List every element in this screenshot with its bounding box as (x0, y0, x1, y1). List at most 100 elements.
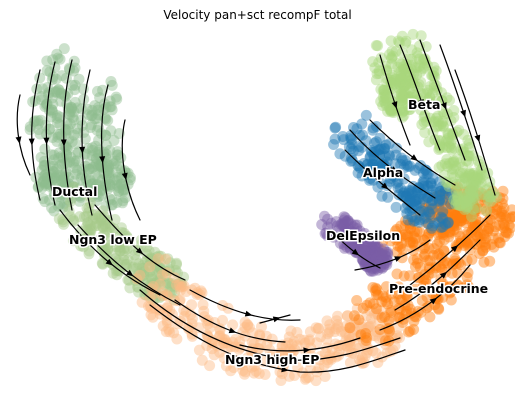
cell-point (392, 61, 404, 73)
cell-point (446, 204, 458, 215)
cell-point (186, 299, 198, 311)
cell-point (113, 186, 125, 197)
cell-point (339, 212, 351, 224)
cell-point (90, 140, 101, 152)
cell-point (364, 297, 376, 309)
cell-point (499, 231, 511, 243)
cell-point (83, 163, 95, 175)
cell-point (338, 227, 350, 239)
cell-point (443, 226, 455, 238)
cell-point (468, 175, 479, 187)
cell-point (414, 261, 426, 273)
cell-point (458, 129, 470, 140)
cell-point (39, 169, 51, 181)
cell-point (395, 76, 407, 88)
cell-point (113, 185, 125, 197)
cell-point (51, 85, 63, 97)
cell-point (409, 226, 421, 238)
cell-point (332, 310, 343, 322)
cell-point (368, 150, 380, 162)
cell-point (92, 179, 104, 191)
cell-point (110, 241, 122, 253)
cell-point (37, 176, 49, 188)
cell-point (356, 231, 368, 243)
cell-point (449, 255, 461, 267)
cell-point (382, 246, 393, 258)
cell-point (40, 177, 52, 189)
cell-point (343, 330, 355, 342)
cell-point (462, 239, 473, 251)
cell-point (121, 243, 133, 255)
cell-point (416, 186, 428, 198)
cell-point (371, 308, 383, 320)
cell-point (437, 229, 449, 241)
cell-point (115, 236, 127, 248)
cell-point (351, 219, 363, 231)
cell-point (370, 326, 382, 338)
cell-point (110, 91, 122, 103)
cell-point (67, 157, 79, 169)
cell-point (398, 63, 410, 75)
cell-point (163, 263, 175, 275)
cell-point (85, 119, 97, 131)
cell-point (372, 241, 384, 253)
cell-point (357, 234, 368, 246)
cell-point (398, 270, 410, 282)
cell-point (461, 202, 472, 214)
cell-point (360, 331, 371, 342)
cell-point (376, 312, 388, 324)
cell-point (65, 151, 77, 163)
cell-point (438, 207, 450, 219)
cell-point (162, 291, 174, 303)
cell-point (402, 299, 414, 311)
cell-point (465, 195, 477, 207)
cell-point (68, 106, 80, 118)
cell-point (51, 48, 63, 60)
cell-point (39, 196, 51, 208)
cell-point (460, 217, 471, 229)
cell-point (266, 333, 278, 345)
cell-point (374, 132, 386, 144)
cell-point (474, 216, 486, 228)
cell-point (75, 240, 87, 252)
cell-point (373, 144, 385, 156)
cell-point (358, 241, 370, 253)
cell-point (366, 244, 378, 256)
cell-point (319, 371, 331, 382)
cell-point (389, 78, 401, 90)
cell-point (446, 207, 458, 219)
cell-point (463, 150, 474, 162)
velocity-streamline (16, 94, 31, 176)
cell-point (356, 352, 368, 364)
cell-point (468, 203, 479, 215)
cell-point (366, 158, 378, 170)
cell-point (439, 188, 451, 200)
cell-point (100, 244, 112, 256)
cell-point (431, 190, 443, 202)
cell-point (439, 220, 451, 232)
cell-point (67, 235, 79, 247)
cell-point (437, 223, 448, 234)
cell-point (449, 196, 461, 208)
cell-point (438, 200, 450, 212)
cell-point (470, 213, 482, 225)
cell-point (353, 342, 365, 354)
cell-point (346, 138, 358, 150)
cell-point (100, 216, 112, 228)
cell-point (228, 362, 240, 373)
cell-point (242, 319, 254, 331)
cell-point (382, 298, 394, 310)
cell-point (404, 236, 416, 248)
cell-point (110, 265, 122, 277)
velocity-streamline (344, 149, 421, 216)
cell-point (386, 105, 398, 117)
cell-point (437, 213, 449, 225)
cell-point (85, 178, 97, 190)
cell-point (111, 175, 123, 187)
cell-point (462, 209, 473, 221)
cell-point (400, 66, 412, 78)
cell-point (457, 161, 468, 173)
streamline-arrowhead (389, 166, 398, 173)
cell-point (451, 219, 463, 231)
cell-point (117, 195, 129, 207)
